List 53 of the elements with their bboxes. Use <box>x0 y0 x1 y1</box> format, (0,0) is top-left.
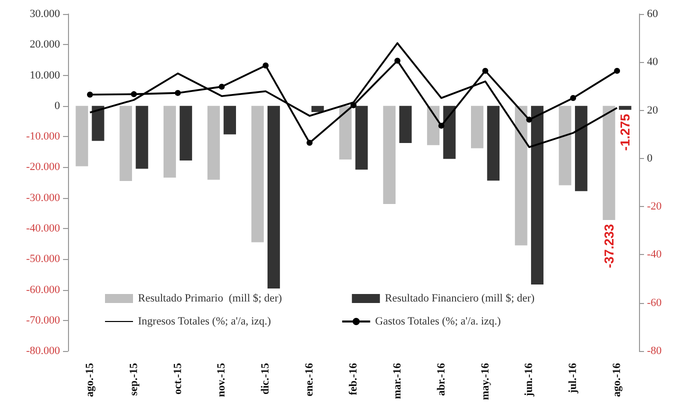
y2-tick-label: -60 <box>647 296 662 309</box>
point <box>614 68 620 74</box>
x-tick-label: mar.-16 <box>391 362 404 399</box>
point <box>86 92 93 98</box>
y-tick-label: 10.000 <box>30 69 60 82</box>
point <box>130 91 137 98</box>
x-tick-label: feb.-16 <box>348 362 360 396</box>
legend-label: Resultado Primario (mill $; der) <box>138 292 282 304</box>
point <box>350 102 356 108</box>
point <box>218 84 225 90</box>
y-tick-label: -50.000 <box>26 253 60 266</box>
legend-label: Ingresos Totales (%; a'/a, izq.) <box>138 316 272 328</box>
point <box>262 62 269 69</box>
y-tick-label: -30.000 <box>26 192 60 204</box>
x-tick-label: sep.-15 <box>128 362 140 396</box>
x-tick-label: ago.-15 <box>84 362 96 397</box>
x-tick-label: dic.-15 <box>260 362 272 395</box>
y-tick-label: 30.000 <box>30 8 60 20</box>
y2-tick-label: 40 <box>647 56 658 68</box>
y-tick-label: 20.000 <box>30 38 60 51</box>
y2-tick-label: -40 <box>647 248 662 261</box>
point <box>306 140 313 146</box>
point <box>394 58 400 64</box>
x-tick-label: jun.-16 <box>523 362 536 398</box>
y-tick-label: 0 <box>54 100 60 112</box>
y-tick-label: -20.000 <box>26 161 60 174</box>
y-tick-label: -40.000 <box>26 222 60 234</box>
y2-tick-label: 60 <box>647 8 658 20</box>
y-tick-label: -80.000 <box>26 345 60 358</box>
data-label: -1.275 <box>618 114 633 151</box>
y2-tick-label: -80 <box>647 345 662 358</box>
point <box>570 95 576 102</box>
data-label: -37.233 <box>601 224 616 268</box>
legend-label: Gastos Totales (%; a'/a. izq.) <box>375 316 502 328</box>
y-tick-label: -70.000 <box>26 314 60 326</box>
y-tick-label: -60.000 <box>26 284 60 296</box>
y2-tick-label: -20 <box>647 200 662 213</box>
point <box>526 116 532 123</box>
x-tick-label: ene.-16 <box>304 362 316 396</box>
line-series <box>89 42 618 148</box>
x-tick-label: abr.-16 <box>435 362 448 396</box>
y2-tick-label: 0 <box>647 152 653 164</box>
point <box>438 122 444 129</box>
point <box>482 68 488 74</box>
x-tick-label: oct.-15 <box>172 362 184 394</box>
y-tick-label: -10.000 <box>26 130 60 143</box>
x-tick-label: may.-16 <box>479 362 492 400</box>
point <box>174 90 181 96</box>
y2-tick-label: 20 <box>647 104 658 116</box>
x-tick-label: jul.-16 <box>567 362 580 394</box>
legend-label: Resultado Financiero (mill $; der) <box>384 292 535 304</box>
x-tick-label: nov.-15 <box>216 362 228 397</box>
x-tick-label: ago.-16 <box>611 362 624 397</box>
